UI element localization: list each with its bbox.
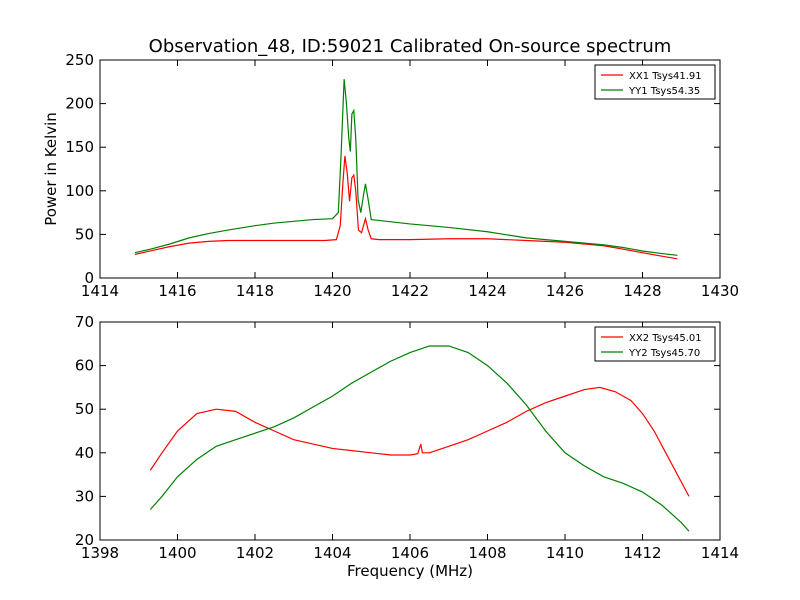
x-axis-label: Frequency (MHz) <box>347 562 473 580</box>
x-tick-label: 1412 <box>623 544 661 562</box>
y-tick-label: 60 <box>75 357 94 375</box>
y-tick-label: 30 <box>75 487 94 505</box>
y-tick-label: 70 <box>75 313 94 331</box>
chart-panel-1: 1414 1416 1418 1420 1422 1424 1426 1428 1430 0 50 1… <box>42 36 739 300</box>
x-tick-label: 1410 <box>546 544 584 562</box>
x-tick-label: 1426 <box>546 282 584 300</box>
y-tick-label: 150 <box>65 138 94 156</box>
x-tick-label: 1418 <box>236 282 274 300</box>
y-tick-label: 100 <box>65 182 94 200</box>
y-tick-label: 250 <box>65 51 94 69</box>
x-tick-label: 1420 <box>313 282 351 300</box>
x-tick-label: 1398 <box>81 544 119 562</box>
legend-label: XX2 Tsys45.01 <box>629 333 702 344</box>
legend-label: YY2 Tsys45.70 <box>628 348 700 359</box>
y-tick-label: 50 <box>75 400 94 418</box>
legend-box <box>594 64 716 100</box>
series-line-1-1 <box>134 155 678 260</box>
y-tick-label: 40 <box>75 444 94 462</box>
chart-title: Observation_48, ID:59021 Calibrated On-s… <box>149 36 672 57</box>
x-tick-label: 1416 <box>158 282 196 300</box>
legend-label: YY1 Tsys54.35 <box>628 86 700 97</box>
y-tick-label: 20 <box>75 531 94 549</box>
legend: XX2 Tsys45.01 YY2 Tsys45.70 <box>594 326 716 362</box>
x-tick-label: 1428 <box>623 282 661 300</box>
x-tick-label: 1404 <box>313 544 351 562</box>
x-tick-label: 1408 <box>468 544 506 562</box>
legend-box <box>594 326 716 362</box>
x-tick-label: 1430 <box>701 282 739 300</box>
x-tick-label: 1422 <box>391 282 429 300</box>
legend: XX1 Tsys41.91 YY1 Tsys54.35 <box>594 64 716 100</box>
y-axis-label: Power in Kelvin <box>42 112 60 226</box>
chart-panel-2: 1398 1400 1402 1404 1406 1408 1410 1412 1414 20 30… <box>75 313 739 580</box>
y-tick-label: 200 <box>65 95 94 113</box>
legend-label: XX1 Tsys41.91 <box>629 71 702 82</box>
y-tick-label: 50 <box>75 225 94 243</box>
series-line-2-2 <box>149 345 690 532</box>
x-tick-label: 1414 <box>81 282 119 300</box>
x-tick-label: 1414 <box>701 544 739 562</box>
x-tick-label: 1402 <box>236 544 274 562</box>
series-line-1-2 <box>134 79 678 256</box>
x-tick-label: 1400 <box>158 544 196 562</box>
x-tick-label: 1406 <box>391 544 429 562</box>
series-line-2-1 <box>149 386 690 497</box>
y-tick-label: 0 <box>84 269 94 287</box>
x-tick-label: 1424 <box>468 282 506 300</box>
